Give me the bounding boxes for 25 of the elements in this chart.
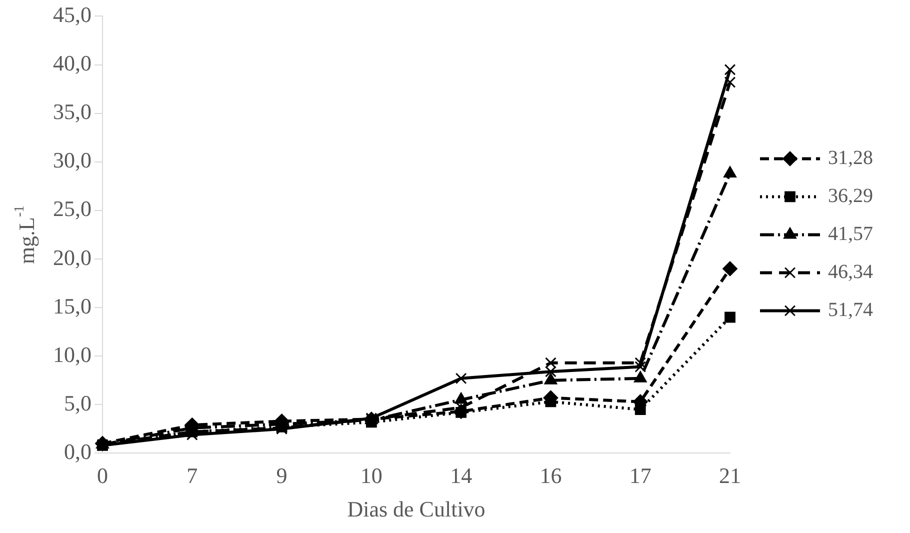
y-tick-label: 25,0 — [53, 196, 92, 222]
x-tick-label: 7 — [186, 463, 198, 488]
legend-label: 31,28 — [828, 146, 873, 169]
y-tick-label: 10,0 — [53, 342, 92, 367]
x-tick-label: 17 — [629, 463, 652, 488]
x-tick-label: 0 — [97, 463, 108, 488]
x-tick-label: 9 — [276, 463, 288, 488]
legend-label: 36,29 — [828, 184, 873, 207]
x-axis-title: Dias de Cultivo — [347, 496, 486, 522]
y-tick-label: 45,0 — [53, 2, 92, 27]
y-tick-label: 35,0 — [53, 99, 92, 124]
y-axis-title: mg.L-1 — [12, 205, 39, 264]
y-tick-label: 0,0 — [64, 438, 92, 464]
x-tick-label: 10 — [360, 463, 382, 488]
x-tick-label: 14 — [450, 463, 472, 488]
y-tick-label: 20,0 — [53, 244, 92, 270]
legend-label: 46,34 — [828, 260, 873, 283]
y-tick-label: 15,0 — [53, 293, 92, 318]
y-tick-label: 5,0 — [64, 390, 92, 416]
legend-label: 41,57 — [828, 222, 873, 245]
legend-label: 51,74 — [828, 298, 873, 321]
y-tick-label: 30,0 — [53, 148, 92, 173]
x-tick-label: 21 — [719, 463, 741, 488]
y-tick-label: 40,0 — [53, 50, 92, 76]
x-tick-label: 16 — [540, 463, 562, 488]
